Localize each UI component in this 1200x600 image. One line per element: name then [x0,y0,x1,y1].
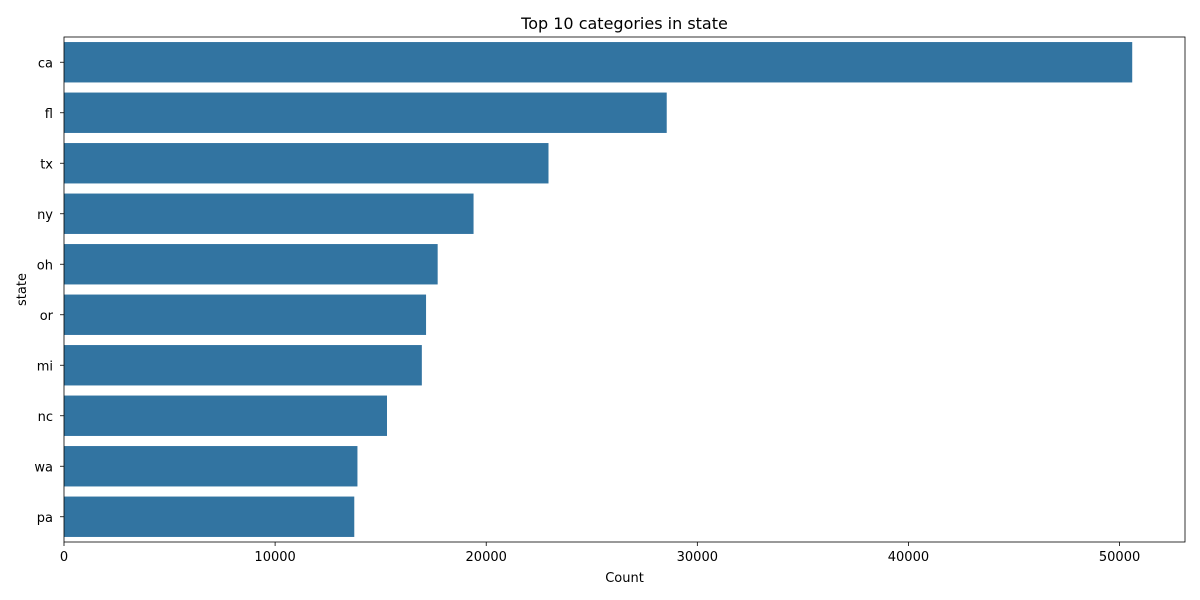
x-tick-label: 10000 [254,550,295,565]
bar-wa [64,446,358,487]
y-tick-label: ny [37,208,53,223]
y-axis-label: state [15,273,30,306]
y-tick-label: nc [38,410,53,425]
y-tick-label: oh [37,258,53,273]
bar-pa [64,496,355,537]
bar-mi [64,345,422,386]
y-tick-label: or [40,309,54,324]
x-axis-ticks: 0 10000 20000 30000 40000 50000 [60,542,1140,565]
y-tick-label: ca [38,56,53,71]
x-tick-label: 20000 [466,550,507,565]
bar-tx [64,143,549,184]
y-tick-label: wa [34,460,53,475]
y-tick-label: tx [40,157,53,172]
x-tick-label: 30000 [677,550,718,565]
plot-frame [63,36,1186,543]
bar-ca [64,42,1133,83]
bar-oh [64,244,438,285]
x-tick-label: 0 [60,550,68,565]
y-axis-ticks: ca fl tx ny oh or mi nc wa pa [34,56,64,526]
chart-title: Top 10 categories in state [520,14,728,33]
x-axis-label: Count [605,571,644,586]
y-tick-label: fl [45,107,53,122]
bar-ny [64,193,474,234]
bars-group [64,42,1133,537]
bar-nc [64,395,387,436]
y-tick-label: pa [37,511,53,526]
x-tick-label: 50000 [1099,550,1140,565]
x-tick-label: 40000 [888,550,929,565]
bar-or [64,294,427,335]
bar-fl [64,92,667,133]
y-tick-label: mi [37,359,53,374]
